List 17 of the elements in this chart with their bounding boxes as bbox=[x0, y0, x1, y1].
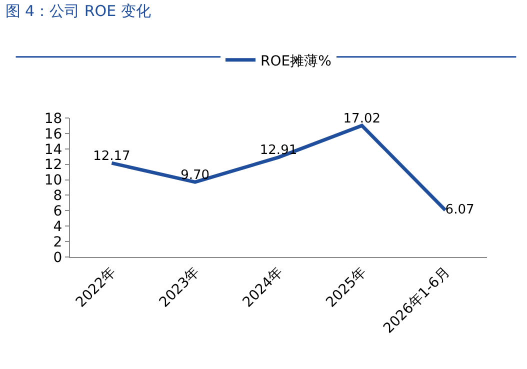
y-tick-label: 16 bbox=[44, 126, 62, 142]
y-tick-label: 10 bbox=[44, 172, 62, 189]
data-label: 9.70 bbox=[180, 168, 210, 183]
y-tick-label: 18 bbox=[44, 110, 62, 127]
data-label: 17.02 bbox=[343, 111, 381, 126]
chart-title: 图 4：公司 ROE 变化 bbox=[5, 2, 151, 20]
data-label: 6.07 bbox=[445, 202, 474, 218]
data-label: 12.17 bbox=[93, 148, 130, 164]
legend-label: ROE摊薄% bbox=[260, 53, 332, 70]
y-tick-label: 14 bbox=[44, 142, 62, 158]
y-tick-label: 2 bbox=[53, 234, 62, 250]
y-tick-label: 0 bbox=[53, 250, 62, 266]
y-tick-label: 6 bbox=[53, 204, 62, 220]
y-tick-label: 8 bbox=[53, 188, 62, 204]
y-tick-label: 12 bbox=[44, 157, 62, 174]
data-label: 12.91 bbox=[260, 143, 298, 158]
y-tick-label: 4 bbox=[53, 219, 62, 236]
